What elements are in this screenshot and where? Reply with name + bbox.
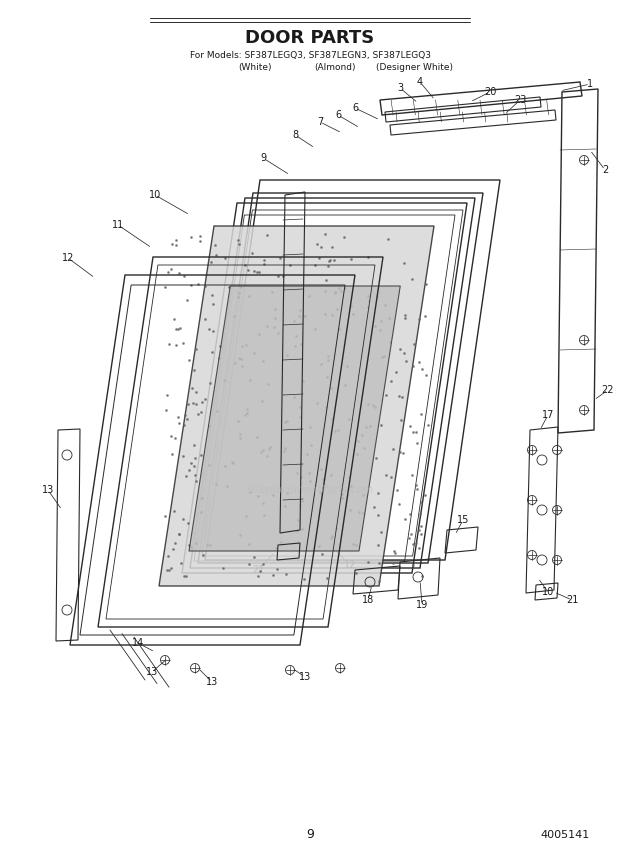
Text: 8: 8 (292, 130, 298, 140)
Text: 9: 9 (260, 153, 266, 163)
Text: 22: 22 (602, 385, 614, 395)
Text: eReplacementParts.com: eReplacementParts.com (246, 485, 374, 495)
Text: 6: 6 (352, 103, 358, 113)
Text: 13: 13 (299, 672, 311, 682)
Text: 17: 17 (542, 410, 554, 420)
Text: 12: 12 (344, 560, 356, 570)
Text: 12: 12 (62, 253, 74, 263)
Text: 13: 13 (146, 667, 158, 677)
Text: 3: 3 (397, 83, 403, 93)
Text: 2: 2 (602, 165, 608, 175)
Text: 4005141: 4005141 (541, 830, 590, 840)
Text: (Designer White): (Designer White) (376, 62, 453, 72)
Text: 13: 13 (206, 677, 218, 687)
Text: 21: 21 (252, 565, 264, 575)
Text: 10: 10 (542, 587, 554, 597)
Polygon shape (159, 226, 434, 586)
Text: DOOR PARTS: DOOR PARTS (246, 29, 374, 47)
Text: 4: 4 (417, 77, 423, 87)
Text: 23: 23 (514, 95, 526, 105)
Text: 18: 18 (362, 595, 374, 605)
Text: For Models: SF387LEGQ3, SF387LEGN3, SF387LEGQ3: For Models: SF387LEGQ3, SF387LEGN3, SF38… (190, 51, 430, 60)
Text: 9: 9 (306, 829, 314, 841)
Text: 7: 7 (317, 117, 323, 127)
Text: 20: 20 (484, 87, 496, 97)
Text: (White): (White) (238, 62, 272, 72)
Text: 1: 1 (587, 79, 593, 89)
Text: 10: 10 (149, 190, 161, 200)
Text: 13: 13 (42, 485, 54, 495)
Text: 19: 19 (416, 600, 428, 610)
Text: 21: 21 (566, 595, 578, 605)
Text: 6: 6 (335, 110, 341, 120)
Text: (Almond): (Almond) (314, 62, 356, 72)
Text: 15: 15 (457, 515, 469, 525)
Text: 11: 11 (112, 220, 124, 230)
Polygon shape (189, 286, 401, 551)
Text: 14: 14 (132, 638, 144, 648)
